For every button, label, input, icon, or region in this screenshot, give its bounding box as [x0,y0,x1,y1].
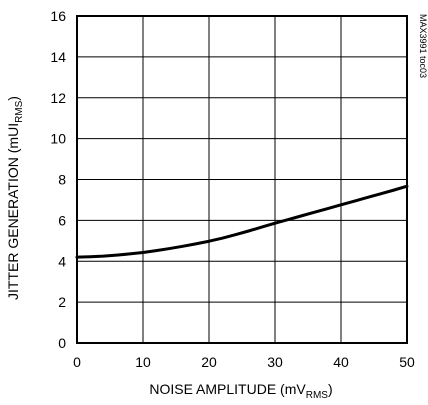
y-axis-title: JITTER GENERATION (mUIRMS) [5,96,25,300]
x-axis-title: NOISE AMPLITUDE (mVRMS) [149,381,332,401]
y-tick-label: 0 [58,335,66,351]
x-tick-label: 40 [333,354,349,370]
x-tick-labels: 0 10 20 30 40 50 [73,354,415,370]
y-tick-label: 2 [58,294,66,310]
chart-annotation: MAX3991 toc03 [418,14,428,78]
x-tick-label: 30 [267,354,283,370]
y-tick-label: 10 [50,131,66,147]
y-tick-label: 16 [50,8,66,24]
y-tick-label: 14 [50,49,66,65]
y-tick-label: 6 [58,212,66,228]
y-tick-label: 8 [58,172,66,188]
x-tick-label: 20 [201,354,217,370]
series-line [75,184,409,259]
y-tick-label: 12 [50,90,66,106]
plot-frame [76,15,408,344]
y-tick-labels: 0 2 4 6 8 10 12 14 16 [50,8,66,351]
grid [77,16,407,343]
x-tick-label: 10 [135,354,151,370]
x-tick-label: 0 [73,354,81,370]
y-tick-label: 4 [58,253,66,269]
x-tick-label: 50 [399,354,415,370]
